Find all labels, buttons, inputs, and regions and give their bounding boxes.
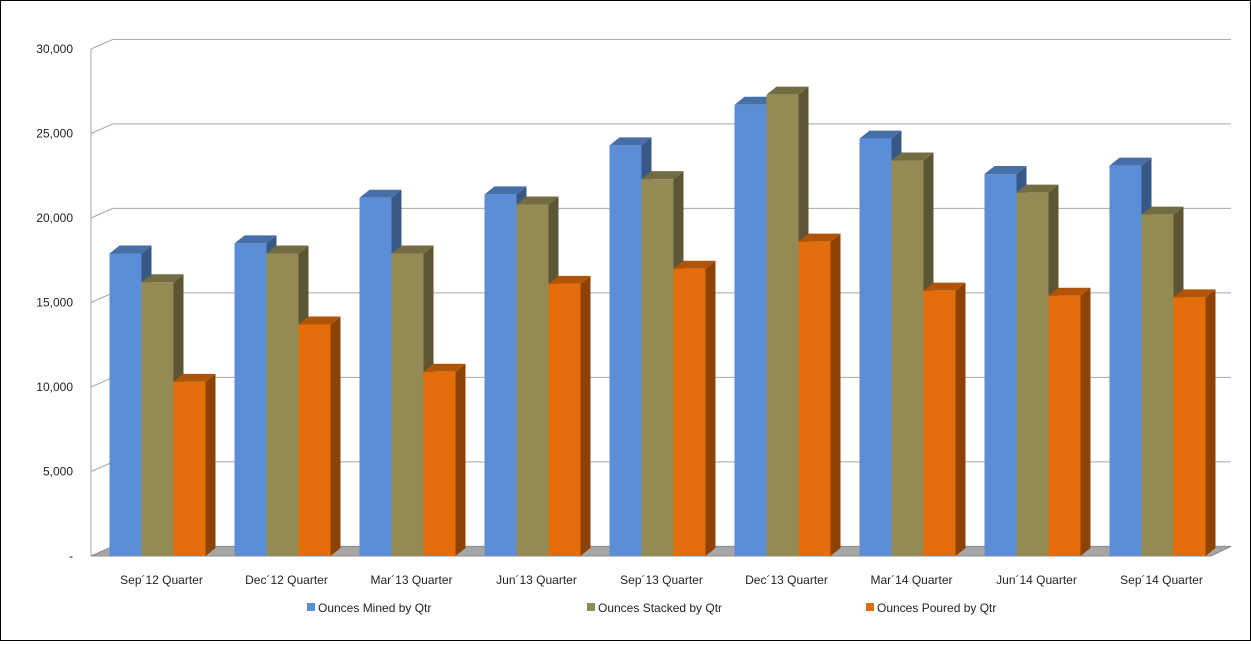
- x-axis: Sep´12 Quarter Dec´12 Quarter Mar´13 Quart…: [120, 573, 1203, 587]
- legend-label: Ounces Poured by Qtr: [877, 601, 996, 615]
- gridline: [90, 38, 1231, 50]
- y-tick-label: 15,000: [36, 296, 73, 310]
- bar: [923, 282, 966, 556]
- y-tick-label: -: [69, 549, 73, 563]
- gridline: [90, 123, 1231, 134]
- legend-swatch: [587, 603, 595, 611]
- bar: [798, 233, 841, 556]
- bar: [298, 316, 341, 556]
- gridline: [90, 207, 1231, 219]
- bars: [109, 86, 1216, 557]
- bar: [1173, 289, 1216, 556]
- x-tick-label: Sep´12 Quarter: [120, 573, 203, 587]
- x-tick-label: Mar´13 Quarter: [370, 573, 452, 587]
- x-tick-label: Sep´13 Quarter: [620, 573, 703, 587]
- legend-swatch: [307, 603, 315, 611]
- x-tick-label: Jun´13 Quarter: [496, 573, 577, 587]
- x-tick-label: Dec´13 Quarter: [745, 573, 828, 587]
- bar: [673, 260, 716, 556]
- bar: [548, 275, 591, 556]
- legend: Ounces Mined by Qtr Ounces Stacked by Qtr…: [307, 601, 996, 615]
- bar: [1016, 184, 1059, 556]
- x-tick-label: Dec´12 Quarter: [245, 573, 328, 587]
- legend-swatch: [866, 603, 874, 611]
- bar: [1048, 287, 1091, 556]
- y-tick-label: 10,000: [36, 380, 73, 394]
- x-tick-label: Sep´14 Quarter: [1120, 573, 1203, 587]
- y-tick-label: 20,000: [36, 211, 73, 225]
- legend-label: Ounces Stacked by Qtr: [598, 601, 722, 615]
- x-tick-label: Mar´14 Quarter: [870, 573, 952, 587]
- bar: [173, 373, 216, 556]
- y-axis: - 5,000 10,000 15,000 20,000 25,000 30,000: [36, 42, 92, 563]
- y-tick-label: 30,000: [36, 42, 73, 56]
- bar: [423, 363, 466, 556]
- legend-label: Ounces Mined by Qtr: [318, 601, 431, 615]
- y-tick-label: 25,000: [36, 127, 73, 141]
- x-tick-label: Jun´14 Quarter: [996, 573, 1077, 587]
- y-tick-label: 5,000: [43, 465, 73, 479]
